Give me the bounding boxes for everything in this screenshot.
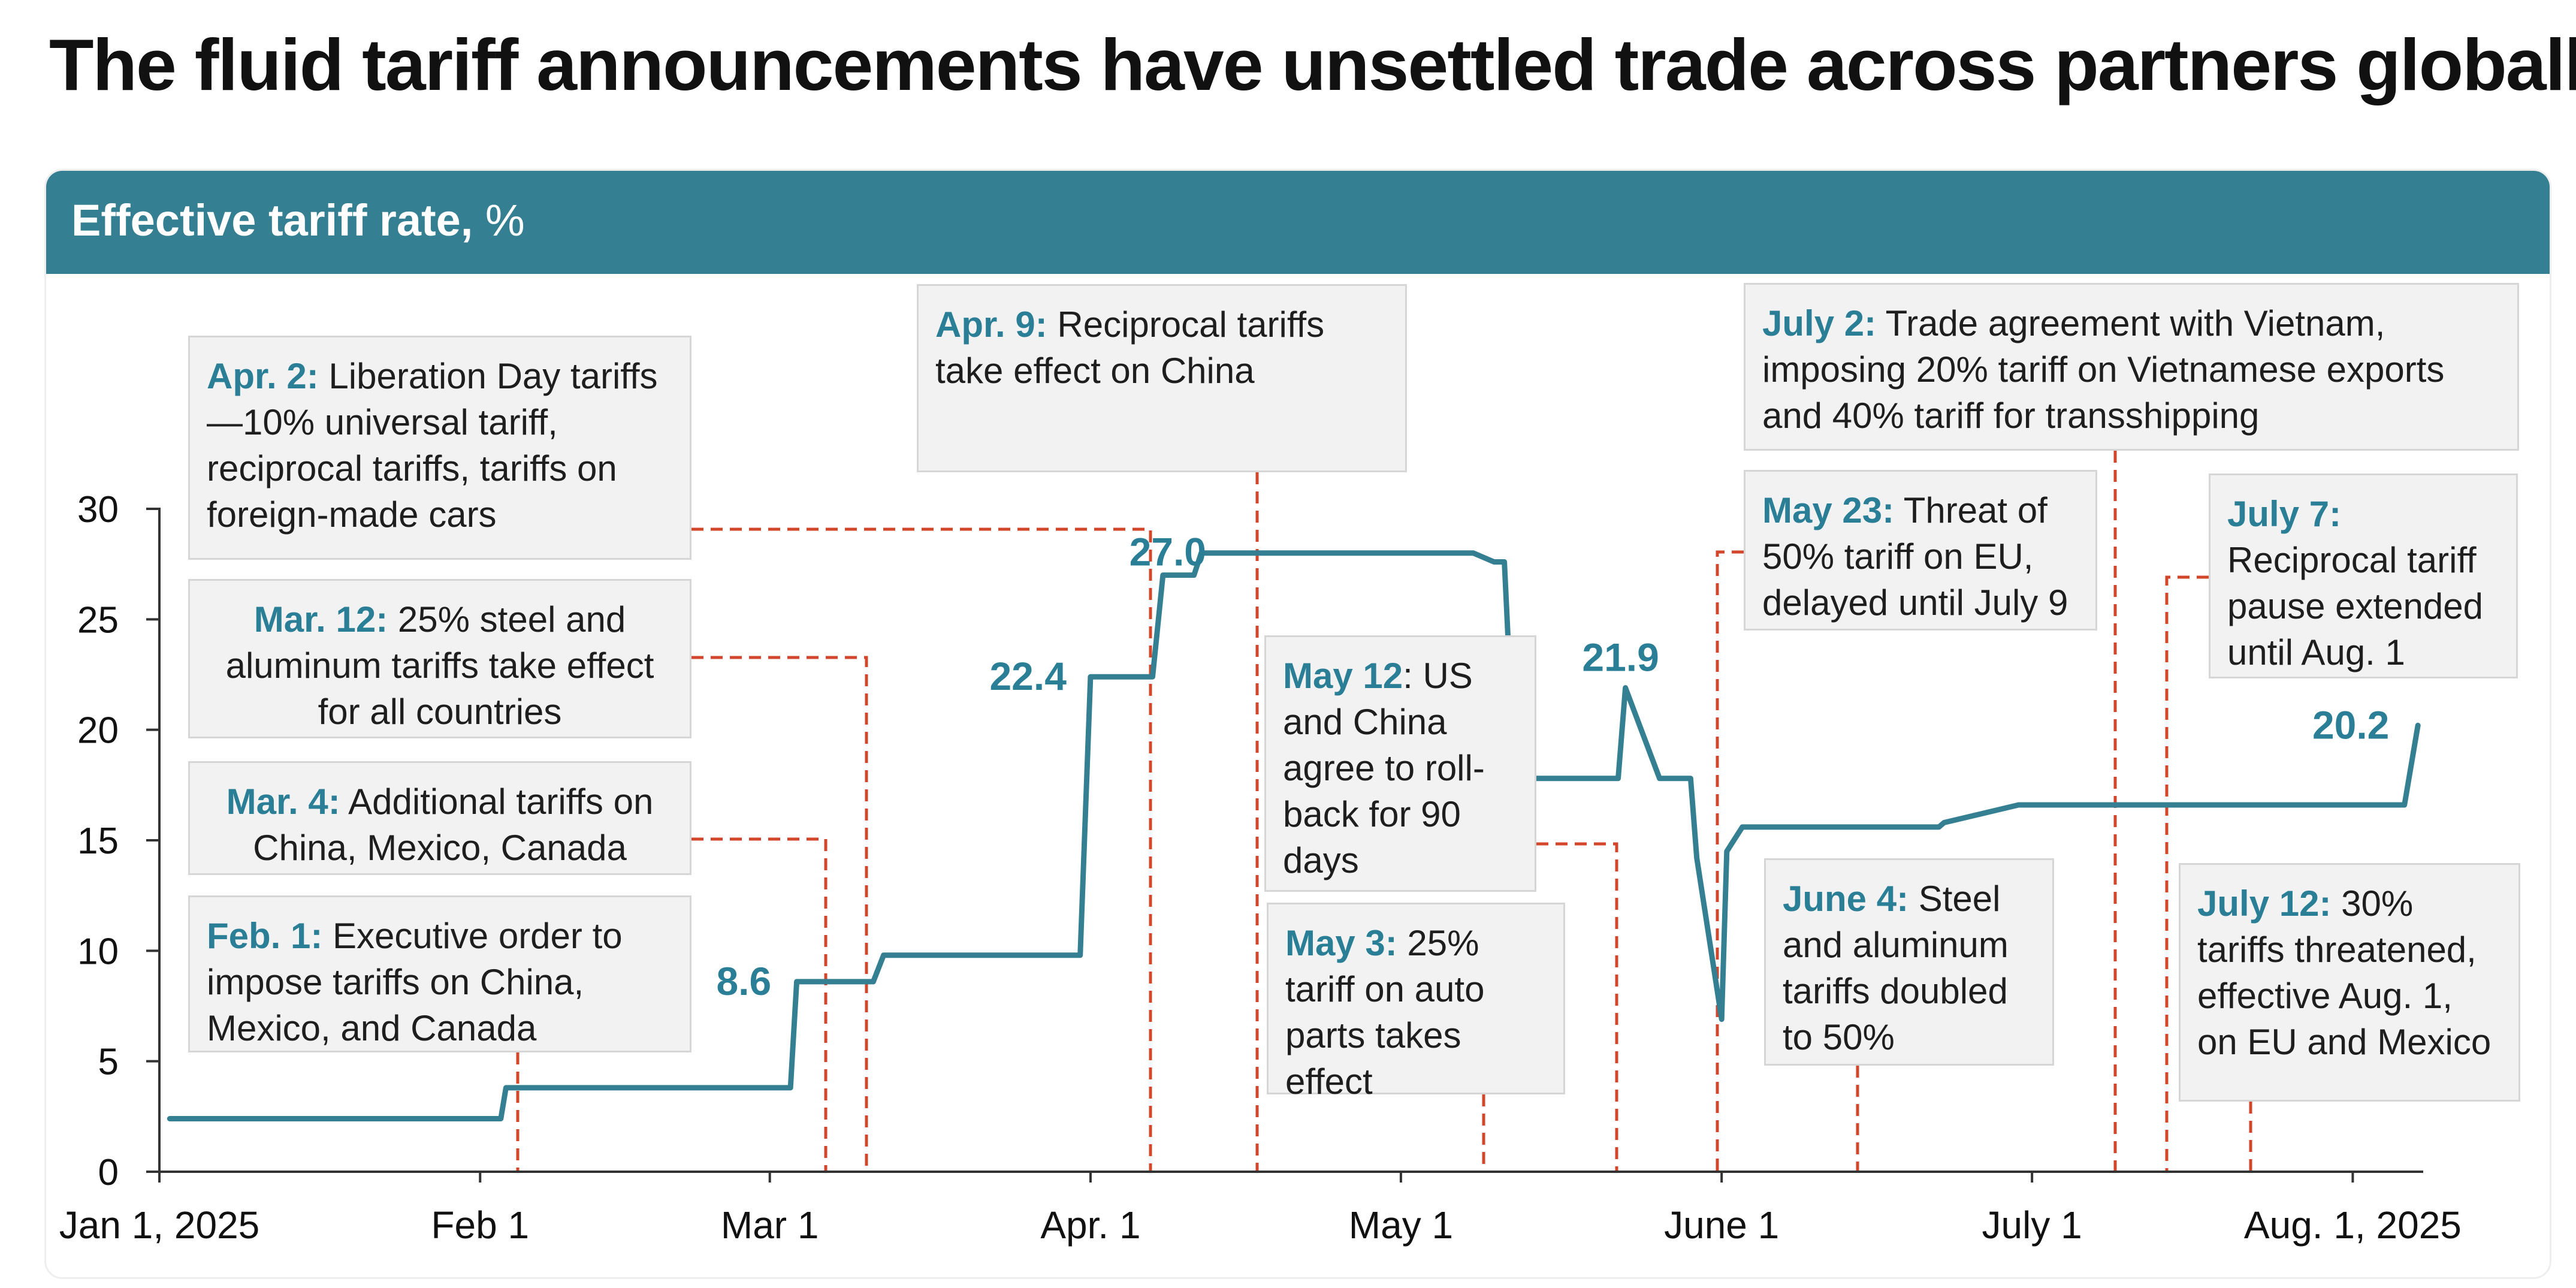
data-label: 20.2 [2312,702,2389,747]
annotation-text: Trade agreement with Vietnam, imposing 2… [1762,303,2445,436]
annotation-text: Executive order to impose tariffs on Chi… [207,916,623,1048]
data-label: 21.9 [1582,635,1659,680]
leader-line-may23 [1716,550,1744,1172]
data-label: 27.0 [1130,530,1206,574]
leader-line-may12 [1536,842,1618,1172]
annotation-may-12: May 12: US and China agree to roll-back … [1264,635,1536,892]
x-tick-label: May 1 [1349,1203,1453,1247]
annotation-july-12: July 12: 30% tariffs threatened, effecti… [2179,863,2520,1102]
panel-title-unit: % [473,195,525,245]
annotation-text: Threat of 50% tariff on EU, delayed unti… [1762,490,2068,623]
page-title: The fluid tariff announcements have unse… [49,24,2576,105]
leader-line-jul7 [2165,575,2209,1172]
annotation-text: Additional tariffs on China, Mexico, Can… [253,782,654,868]
panel-title-main: Effective tariff rate, [71,195,473,245]
annotation-date: May 12 [1283,656,1403,696]
leader-line-mar4 [691,837,828,1172]
data-labels: 8.6 22.4 27.0 21.9 20.2 [716,530,2389,1003]
annotation-apr-9: Apr. 9: Reciprocal tariffs take effect o… [917,284,1407,472]
annotation-text: 25% steel and aluminum tariffs take effe… [225,599,654,732]
annotation-date: June 4: [1783,879,1909,919]
x-tick-label: July 1 [1982,1203,2082,1247]
y-tick-label: 10 [77,931,119,972]
annotation-mar-12: Mar. 12: 25% steel and aluminum tariffs … [188,579,691,738]
leader-line-mar12 [691,656,868,1172]
x-tick-label: Mar 1 [721,1203,819,1247]
annotation-date: May 3: [1285,923,1397,963]
annotation-date: May 23: [1762,490,1895,530]
x-tick-label: Feb 1 [431,1203,529,1247]
annotation-mar-4: Mar. 4: Additional tariffs on China, Mex… [188,761,691,875]
annotation-text: Reciprocal tariffs take effect on China [935,304,1325,391]
x-tick-label: Apr. 1 [1040,1203,1140,1247]
annotation-text: Reciprocal tariff pause extended until A… [2227,540,2484,672]
annotation-text: 30% tariffs threatened, effective Aug. 1… [2197,883,2492,1062]
annotation-date: July 7: [2227,494,2342,534]
annotation-text: 25% tariff on auto parts takes effect [1285,923,1485,1102]
y-tick-label: 15 [77,821,119,862]
annotation-date: July 2: [1762,303,1877,343]
annotation-date: Apr. 9: [935,304,1047,345]
x-tick-label: Jan 1, 2025 [59,1203,260,1247]
data-label: 22.4 [989,654,1067,698]
leader-line-apr2 [691,527,1152,1172]
annotation-date: Mar. 4: [226,782,340,822]
annotation-date: Feb. 1: [207,916,323,956]
annotation-date: July 12: [2197,883,2332,924]
annotation-date: Apr. 2: [207,356,319,396]
annotation-july-7: July 7: Reciprocal tariff pause extended… [2209,473,2518,678]
annotation-july-2: July 2: Trade agreement with Vietnam, im… [1744,283,2519,451]
annotation-may-23: May 23: Threat of 50% tariff on EU, dela… [1744,470,2097,631]
y-tick-label: 25 [77,599,119,641]
panel-title: Effective tariff rate, % [71,195,525,246]
x-tick-label: June 1 [1664,1203,1779,1247]
annotation-apr-2: Apr. 2: Liberation Day tariffs—10% unive… [188,336,691,560]
panel-header: Effective tariff rate, % [46,171,2550,274]
y-tick-label: 5 [98,1042,119,1083]
chart-axes: 0 5 10 15 20 25 30 Jan 1, 2025 Feb 1 Mar 1 Apr. 1 M… [59,489,2462,1247]
annotation-text: Liberation Day tariffs—10% universal tar… [207,356,658,535]
annotation-text: : US and China agree to roll-back for 90… [1283,656,1485,880]
annotation-date: Mar. 12: [253,599,388,640]
annotation-feb-1: Feb. 1: Executive order to impose tariff… [188,895,691,1052]
y-tick-label: 20 [77,710,119,752]
annotation-may-3: May 3: 25% tariff on auto parts takes ef… [1267,903,1565,1102]
annotation-text: Steel and aluminum tariffs doubled to 50… [1783,879,2009,1057]
x-tick-label: Aug. 1, 2025 [2244,1203,2462,1247]
y-tick-label: 30 [77,489,119,530]
event-leader-lines [516,451,2252,1172]
data-label: 8.6 [716,959,771,1003]
annotation-june-4: June 4: Steel and aluminum tariffs doubl… [1764,858,2054,1066]
y-tick-label: 0 [98,1152,119,1193]
